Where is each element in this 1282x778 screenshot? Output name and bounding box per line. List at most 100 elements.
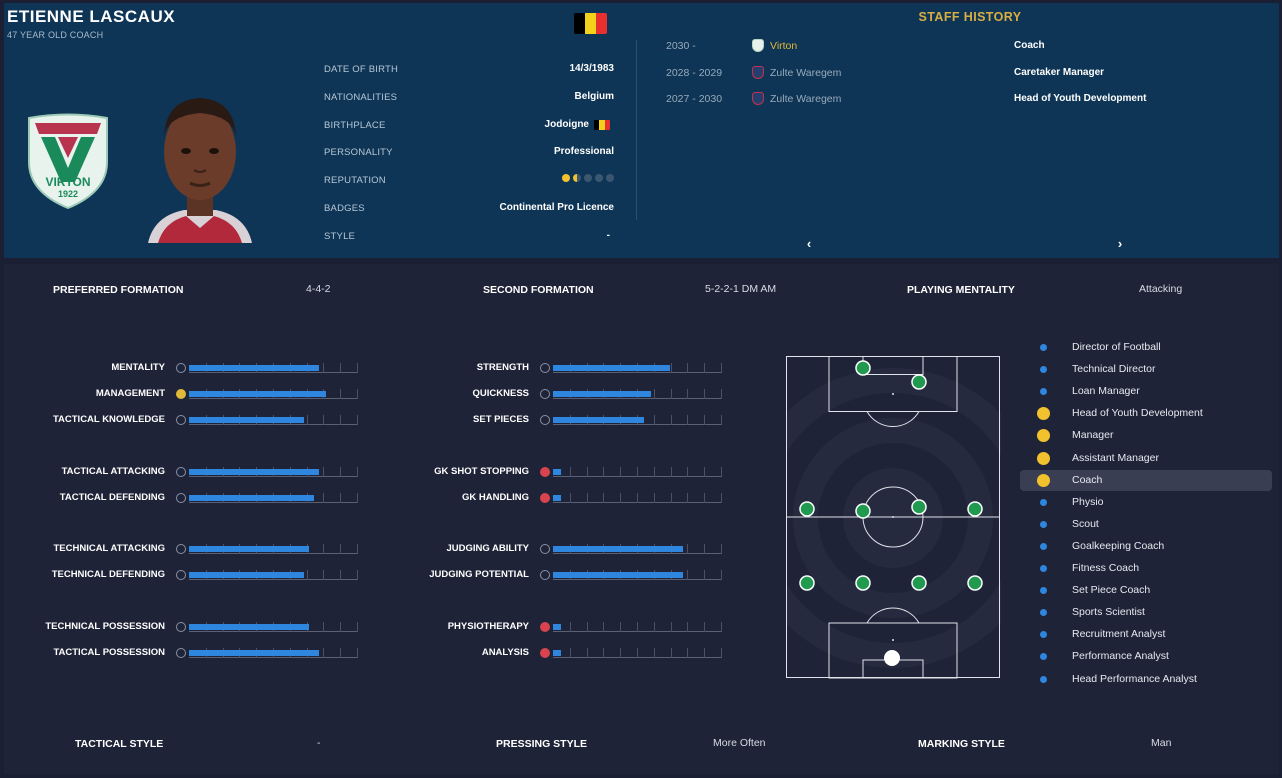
player-position-marker[interactable] <box>855 575 871 591</box>
attribute-bar-fill <box>553 624 561 630</box>
role-item[interactable]: Physio <box>1020 492 1272 513</box>
player-position-marker[interactable] <box>911 575 927 591</box>
history-club[interactable]: Zulte Waregem <box>752 92 841 105</box>
crest-text: VIRTON <box>45 175 90 189</box>
attribute-label: JUDGING ABILITY <box>446 543 529 554</box>
role-item[interactable]: Performance Analyst <box>1020 646 1272 667</box>
player-position-marker[interactable] <box>799 575 815 591</box>
role-item[interactable]: Head Performance Analyst <box>1020 669 1272 690</box>
attribute-bar-fill <box>553 391 651 397</box>
crest-year: 1922 <box>58 189 78 199</box>
history-club[interactable]: Virton <box>752 39 797 52</box>
role-item[interactable]: Fitness Coach <box>1020 558 1272 579</box>
player-position-marker[interactable] <box>967 501 983 517</box>
role-suitability-icon <box>1040 587 1047 595</box>
attribute-status-icon <box>540 467 550 477</box>
role-item[interactable]: Coach <box>1020 469 1272 491</box>
role-label: Head of Youth Development <box>1072 407 1203 420</box>
info-value[interactable]: Jodoigne <box>545 119 610 130</box>
history-prev-chevron-icon[interactable]: ‹ <box>806 236 812 251</box>
role-item[interactable]: Recruitment Analyst <box>1020 624 1272 645</box>
role-item[interactable]: Assistant Manager <box>1020 448 1272 469</box>
role-suitability-icon <box>1040 609 1047 617</box>
attribute-bar-fill <box>189 495 314 501</box>
role-suitability-icon <box>1040 653 1047 661</box>
info-row-date-of-birth: DATE OF BIRTH 14/3/1983 <box>324 62 614 78</box>
attribute-status-icon <box>540 363 550 373</box>
preferred-formation-value: 4-4-2 <box>306 283 331 295</box>
attribute-bar <box>553 493 722 503</box>
role-item[interactable]: Director of Football <box>1020 337 1272 358</box>
info-row-nationalities: NATIONALITIES Belgium <box>324 90 614 106</box>
info-value[interactable]: Continental Pro Licence <box>499 202 614 213</box>
history-row: 2030 - Virton Coach <box>666 39 1266 55</box>
attribute-status-icon <box>176 648 186 658</box>
role-label: Scout <box>1072 517 1099 530</box>
info-value[interactable]: Belgium <box>574 91 614 102</box>
attribute-bar <box>553 648 722 658</box>
role-item[interactable]: Head of Youth Development <box>1020 403 1272 424</box>
staff-history-title: STAFF HISTORY <box>918 10 1022 24</box>
role-item[interactable]: Goalkeeping Coach <box>1020 536 1272 557</box>
player-position-marker[interactable] <box>967 575 983 591</box>
attribute-bar <box>189 363 358 373</box>
info-value: 14/3/1983 <box>569 63 615 74</box>
role-item[interactable]: Sports Scientist <box>1020 602 1272 623</box>
attribute-bar <box>189 570 358 580</box>
attribute-row: TACTICAL POSSESSION <box>0 647 358 661</box>
attribute-bar <box>189 415 358 425</box>
attribute-bar-fill <box>189 546 309 552</box>
attribute-bar <box>189 389 358 399</box>
role-label: Performance Analyst <box>1072 650 1169 663</box>
attribute-status-icon <box>176 544 186 554</box>
player-position-marker[interactable] <box>855 503 871 519</box>
role-suitability-icon <box>1040 498 1047 506</box>
attribute-label: TACTICAL KNOWLEDGE <box>52 414 165 425</box>
player-position-marker[interactable] <box>855 360 871 376</box>
role-label: Recruitment Analyst <box>1072 628 1166 641</box>
attribute-bar-fill <box>189 572 304 578</box>
playing-mentality-label: PLAYING MENTALITY <box>907 284 1015 296</box>
attribute-status-icon <box>176 570 186 580</box>
player-position-marker[interactable] <box>911 374 927 390</box>
attribute-row: GK HANDLING <box>362 492 722 506</box>
attribute-bar <box>553 622 722 632</box>
attribute-bar <box>553 570 722 580</box>
history-club[interactable]: Zulte Waregem <box>752 66 841 79</box>
role-suitability-icon <box>1040 366 1047 374</box>
attribute-bar <box>553 467 722 477</box>
belgium-flag-icon <box>594 119 610 130</box>
history-next-chevron-icon[interactable]: › <box>1117 236 1123 251</box>
tactics-panel <box>4 264 1279 774</box>
attribute-bar-fill <box>553 650 561 656</box>
attribute-bar-fill <box>553 469 561 475</box>
role-item[interactable]: Scout <box>1020 514 1272 535</box>
role-label: Goalkeeping Coach <box>1072 539 1165 552</box>
attribute-label: TACTICAL DEFENDING <box>59 492 165 503</box>
role-label: Manager <box>1072 429 1114 442</box>
goalkeeper-position-marker[interactable] <box>884 650 900 666</box>
reputation-stars <box>562 174 614 182</box>
role-item[interactable]: Technical Director <box>1020 359 1272 380</box>
zulte-waregem-badge-icon <box>752 66 764 79</box>
role-label: Head Performance Analyst <box>1072 672 1197 685</box>
attribute-status-icon <box>540 622 550 632</box>
attribute-row: QUICKNESS <box>362 388 722 402</box>
player-position-marker[interactable] <box>799 501 815 517</box>
role-suitability-icon <box>1040 565 1047 572</box>
history-years: 2030 - <box>666 40 696 52</box>
preferred-formation-label: PREFERRED FORMATION <box>53 284 184 296</box>
info-row-style: STYLE - <box>324 229 614 245</box>
role-item[interactable]: Loan Manager <box>1020 381 1272 402</box>
attribute-status-icon <box>540 570 550 580</box>
role-item[interactable]: Manager <box>1020 425 1272 446</box>
player-position-marker[interactable] <box>911 499 927 515</box>
attribute-bar-fill <box>189 365 319 371</box>
staff-portrait <box>140 88 260 243</box>
role-item[interactable]: Set Piece Coach <box>1020 580 1272 601</box>
playing-mentality-value: Attacking <box>1139 283 1183 295</box>
attribute-status-icon <box>176 415 186 425</box>
attribute-status-icon <box>540 544 550 554</box>
virton-crest-icon[interactable]: VIRTON 1922 <box>25 110 111 215</box>
attribute-row: ANALYSIS <box>362 647 722 661</box>
